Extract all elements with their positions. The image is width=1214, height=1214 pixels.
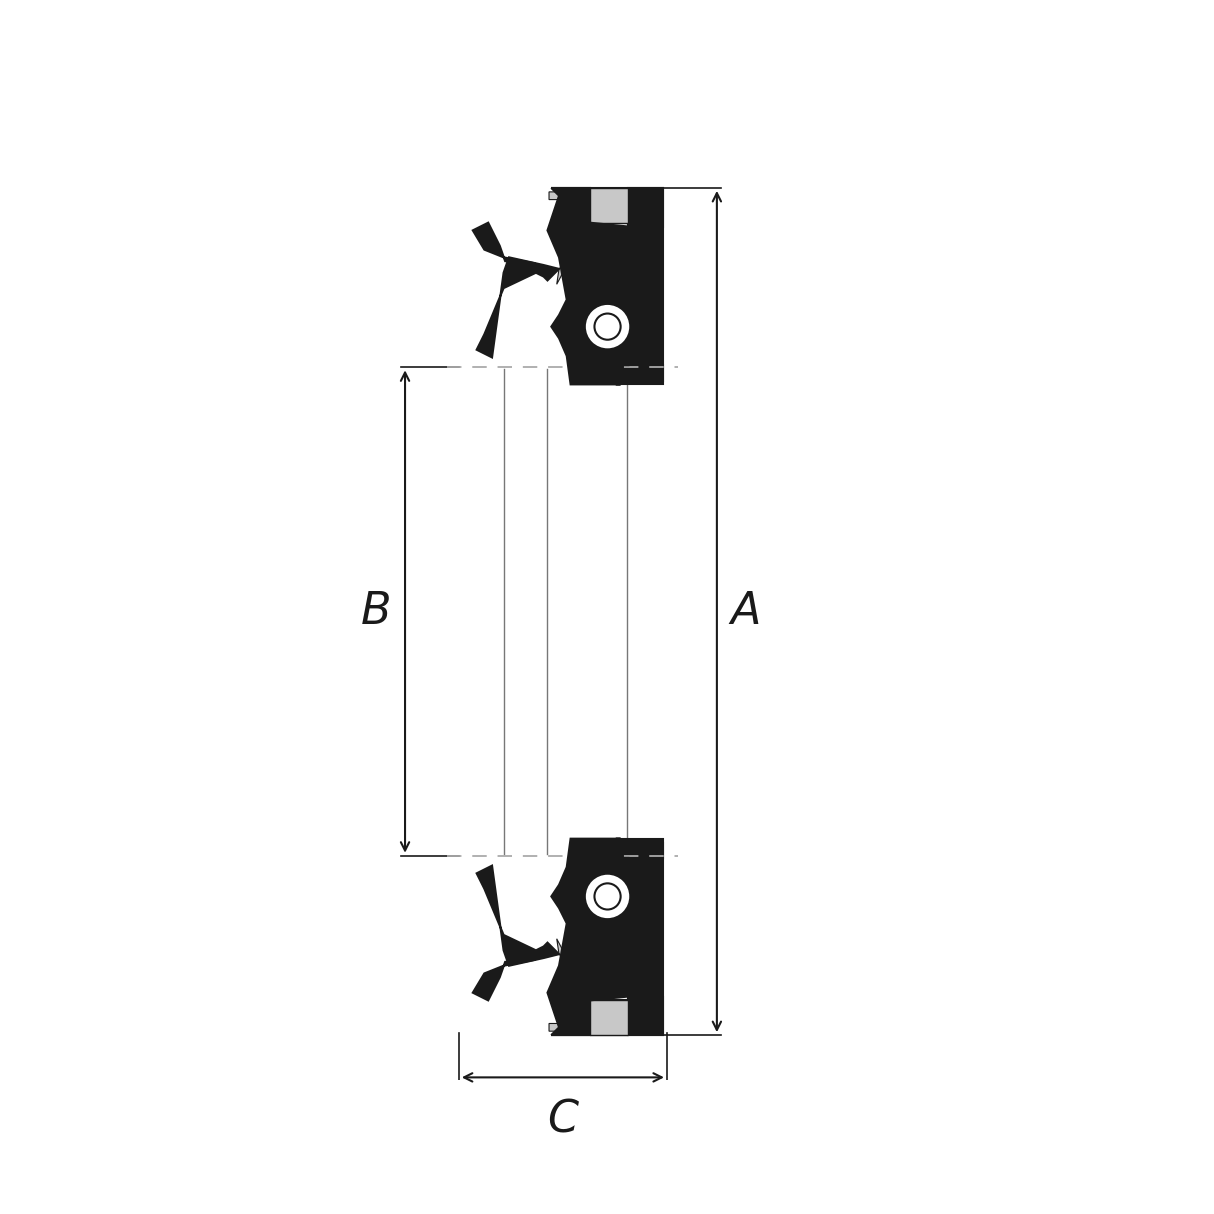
Polygon shape [548, 839, 629, 1036]
Text: C: C [548, 1099, 578, 1142]
Polygon shape [617, 365, 663, 385]
Polygon shape [551, 997, 663, 1036]
Polygon shape [590, 1000, 629, 1036]
Polygon shape [551, 188, 663, 227]
Polygon shape [548, 188, 629, 385]
Polygon shape [590, 188, 629, 222]
Polygon shape [549, 938, 586, 1031]
Polygon shape [477, 257, 558, 357]
Polygon shape [472, 222, 535, 263]
Polygon shape [617, 839, 663, 858]
Circle shape [595, 884, 620, 909]
Polygon shape [590, 858, 629, 997]
Polygon shape [549, 192, 586, 284]
Text: B: B [361, 590, 391, 632]
Circle shape [584, 304, 630, 350]
Polygon shape [590, 227, 629, 365]
Circle shape [595, 313, 620, 340]
Polygon shape [477, 866, 558, 965]
Polygon shape [629, 188, 663, 380]
Polygon shape [629, 843, 663, 1036]
Text: A: A [731, 590, 761, 632]
Polygon shape [472, 959, 535, 1000]
Circle shape [584, 873, 630, 919]
